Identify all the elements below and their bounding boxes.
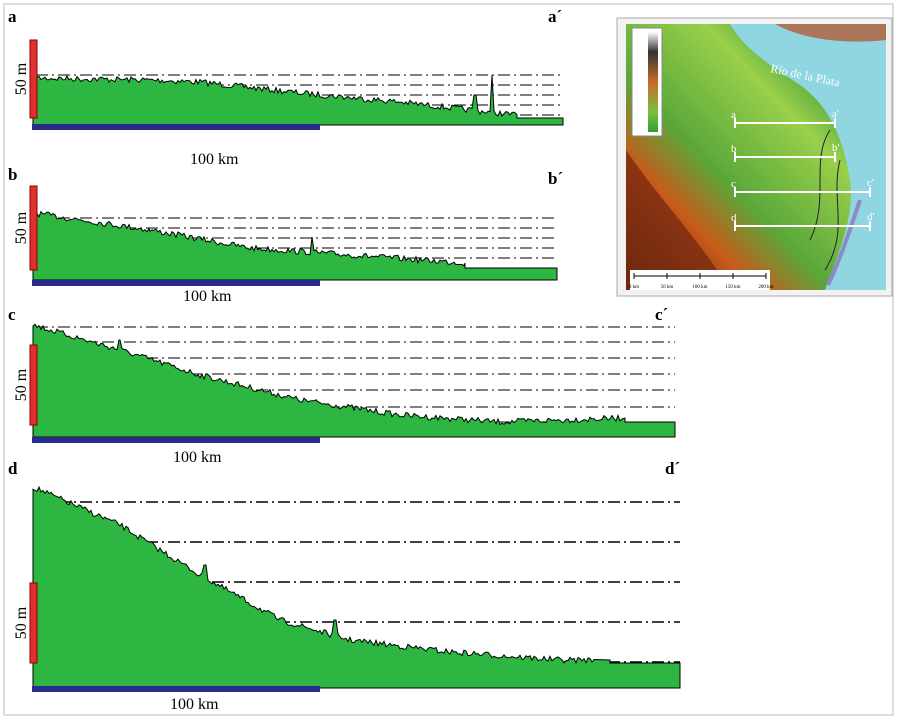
scale-label: 50 km — [661, 285, 674, 290]
scale-label: 150 km — [725, 285, 740, 290]
length-scale-label: 100 km — [183, 288, 232, 305]
profile-start-label: d — [8, 459, 18, 478]
scale-label: 0 km — [629, 285, 639, 290]
profile-start-label: b — [8, 165, 17, 184]
figure: a a´ 50 m 100 km b b´ 50 m 100 km c c´ 50 m 100 km d… — [0, 0, 897, 719]
height-scale-bar — [30, 186, 37, 270]
profile-start-label: c — [8, 305, 16, 324]
length-scale-bar — [32, 124, 320, 130]
transect-start: b — [731, 143, 737, 155]
profile-end-label: b´ — [548, 169, 563, 188]
transect-start: d — [731, 212, 737, 224]
transect-start: c — [731, 178, 736, 190]
terrain-profile — [33, 212, 557, 280]
profile-end-label: d´ — [665, 459, 680, 478]
length-scale-bar — [32, 437, 320, 443]
length-scale-bar — [32, 686, 320, 692]
height-scale-bar — [30, 40, 37, 118]
height-scale-label: 50 m — [13, 606, 30, 639]
terrain-profile — [33, 75, 563, 125]
length-scale-label: 100 km — [170, 696, 219, 713]
profile-end-label: c´ — [655, 305, 668, 324]
transect-end: a' — [832, 108, 839, 120]
profile-end-label: a´ — [548, 7, 562, 26]
height-scale-bar — [30, 583, 37, 663]
height-scale-label: 50 m — [13, 211, 30, 244]
scale-label: 200 km — [758, 285, 773, 290]
transect-end: d' — [867, 211, 875, 223]
height-scale-label: 50 m — [13, 368, 30, 401]
height-scale-bar — [30, 345, 37, 425]
profile-start-label: a — [8, 7, 17, 26]
height-scale-label: 50 m — [13, 62, 30, 95]
length-scale-label: 100 km — [173, 449, 222, 466]
terrain-profile — [33, 324, 675, 437]
transect-end: c' — [867, 177, 874, 189]
length-scale-bar — [32, 280, 320, 286]
profiles: a a´ 50 m 100 km b b´ 50 m 100 km c c´ 50 m 100 km d… — [8, 7, 680, 713]
scale-label: 100 km — [692, 285, 707, 290]
map-legend-ramp — [648, 32, 658, 132]
transect-end: b' — [832, 142, 840, 154]
length-scale-label: 100 km — [190, 151, 239, 168]
transect-start: a — [731, 109, 736, 121]
terrain-profile — [33, 487, 680, 688]
